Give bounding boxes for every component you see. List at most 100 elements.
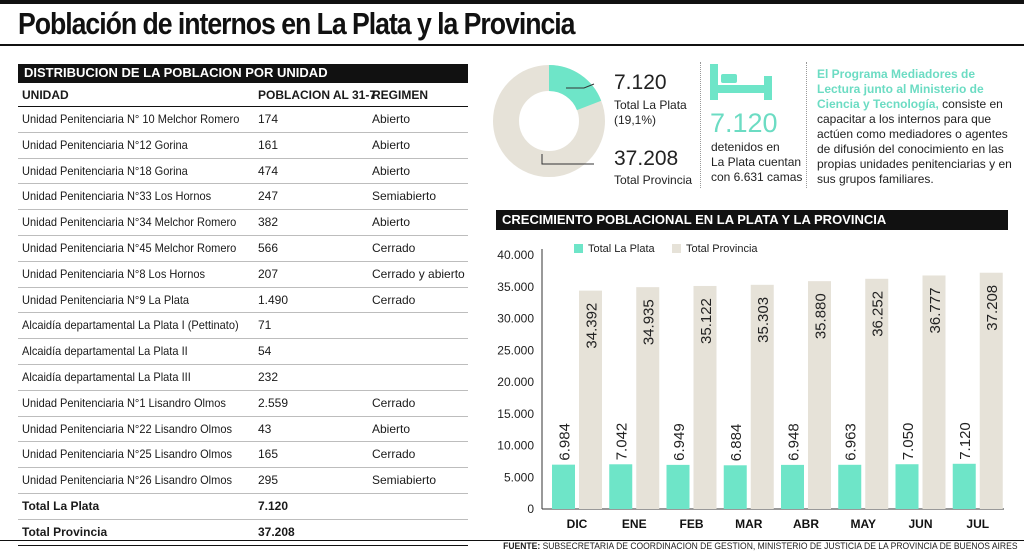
x-tick-label: MAY <box>850 517 876 531</box>
table-row: Unidad Penitenciaria N°1 Lisandro Olmos 2… <box>18 391 468 417</box>
y-tick-label: 15.000 <box>497 407 534 421</box>
cell-poblacion: 474 <box>258 163 279 178</box>
cell-unidad: Unidad Penitenciaria N°45 Melchor Romero <box>22 240 237 255</box>
top-rule <box>0 0 1024 4</box>
data-label-provincia: 36.252 <box>870 291 887 337</box>
data-label-provincia: 35.122 <box>698 298 715 344</box>
table-row: Unidad Penitenciaria N°22 Lisandro Olmos… <box>18 417 468 443</box>
y-tick-label: 20.000 <box>497 375 534 389</box>
y-tick-label: 30.000 <box>497 312 534 326</box>
y-tick-label: 5.000 <box>504 470 534 484</box>
table-row: Unidad Penitenciaria N°12 Gorina 161 Abier… <box>18 133 468 159</box>
data-label-provincia: 35.303 <box>755 297 772 343</box>
bar-la-plata <box>838 464 862 509</box>
bar-provincia <box>979 272 1003 509</box>
x-tick-label: ABR <box>793 517 819 531</box>
cell-poblacion: 232 <box>258 369 279 384</box>
source-label: FUENTE: <box>503 541 541 552</box>
bar-provincia <box>693 285 717 509</box>
cell-poblacion: 295 <box>258 473 279 488</box>
table-total-row: Total La Plata 7.120 <box>18 494 468 520</box>
x-tick-label: JUL <box>966 517 989 531</box>
donut-chart <box>493 65 605 177</box>
bar-provincia <box>636 287 660 509</box>
beds-value: 7.120 <box>710 108 778 138</box>
x-tick-label: MAR <box>735 517 763 531</box>
cell-poblacion: 1.490 <box>258 292 289 307</box>
table-row: Alcaidía departamental La Plata III 232 <box>18 365 468 391</box>
cell-regimen: Abierto <box>372 163 411 178</box>
data-label-la-plata: 6.984 <box>557 423 574 461</box>
source-text: SUBSECRETARIA DE COORDINACION DE GESTION… <box>540 541 1018 552</box>
cell-poblacion: 54 <box>258 344 272 359</box>
bar-la-plata <box>952 463 976 509</box>
y-tick-label: 0 <box>527 502 534 516</box>
cell-unidad: Unidad Penitenciaria N° 10 Melchor Romer… <box>22 112 240 126</box>
data-label-la-plata: 6.948 <box>786 423 803 461</box>
cell-unidad: Unidad Penitenciaria N°12 Gorina <box>22 137 188 152</box>
cell-unidad: Unidad Penitenciaria N°1 Lisandro Olmos <box>22 395 226 410</box>
cell-poblacion: 165 <box>258 447 279 462</box>
legend-label-provincia: Total Provincia <box>686 243 758 255</box>
cell-unidad: Unidad Penitenciaria N°18 Gorina <box>22 163 188 178</box>
data-label-provincia: 34.392 <box>584 303 601 349</box>
cell-regimen: Cerrado <box>372 240 416 255</box>
distribution-table: UNIDAD POBLACION AL 31-7 REGIMEN Unidad … <box>18 84 468 546</box>
data-label-provincia: 34.935 <box>641 299 658 345</box>
data-label-la-plata: 6.963 <box>843 423 860 461</box>
cell-poblacion: 2.559 <box>258 395 289 410</box>
total-value: 37.208 <box>258 524 295 539</box>
cell-regimen: Abierto <box>372 137 411 152</box>
program-body: consiste en capacitar a los internos par… <box>817 97 1012 186</box>
bar-provincia <box>750 284 774 509</box>
chart-title: CRECIMIENTO POBLACIONAL EN LA PLATA Y LA… <box>496 210 1008 230</box>
table-row: Alcaidía departamental La Plata II 54 <box>18 339 468 365</box>
donut-la-plata-label: Total La Plata <box>614 98 687 112</box>
cell-regimen: Semiabierto <box>372 189 437 204</box>
bar-la-plata <box>895 464 919 509</box>
legend-swatch-la-plata <box>574 244 583 253</box>
data-label-provincia: 35.880 <box>813 293 830 339</box>
data-label-la-plata: 6.884 <box>728 424 745 462</box>
cell-unidad: Unidad Penitenciaria N°25 Lisandro Olmos <box>22 447 233 462</box>
table-row: Unidad Penitenciaria N°8 Los Hornos 207 Ce… <box>18 262 468 288</box>
cell-unidad: Unidad Penitenciaria N°34 Melchor Romero <box>22 215 237 230</box>
cell-regimen: Semiabierto <box>372 473 437 488</box>
cell-unidad: Unidad Penitenciaria N°22 Lisandro Olmos <box>22 421 233 436</box>
table-row: Unidad Penitenciaria N°9 La Plata 1.490 Ce… <box>18 288 468 314</box>
total-label: Total La Plata <box>22 498 100 513</box>
table-row: Unidad Penitenciaria N°34 Melchor Romero… <box>18 210 468 236</box>
table-row: Alcaidía departamental La Plata I (Petti… <box>18 313 468 340</box>
x-tick-label: JUN <box>908 517 932 531</box>
bar-provincia <box>865 278 889 509</box>
title-rule <box>0 44 1024 46</box>
cell-regimen: Abierto <box>372 112 411 126</box>
table-row: Unidad Penitenciaria N°33 Los Hornos 247 S… <box>18 184 468 211</box>
cell-unidad: Unidad Penitenciaria N°33 Los Hornos <box>22 189 212 204</box>
bar-la-plata <box>666 464 690 509</box>
source-note: FUENTE: SUBSECRETARIA DE COORDINACION DE… <box>504 541 1018 553</box>
program-highlight: El Programa Mediadores de Lectura junto … <box>817 67 984 111</box>
cell-regimen: Cerrado <box>372 292 416 307</box>
donut-provincia-label: Total Provincia <box>614 173 693 187</box>
data-label-provincia: 37.208 <box>984 285 1001 331</box>
program-description: El Programa Mediadores de Lectura junto … <box>817 67 1017 187</box>
cell-unidad: Alcaidía departamental La Plata I (Petti… <box>22 318 239 333</box>
cell-regimen: Abierto <box>372 215 411 230</box>
column-header-regimen: REGIMEN <box>372 88 429 102</box>
cell-regimen: Cerrado <box>372 447 416 462</box>
table-heading: DISTRIBUCION DE LA POBLACION POR UNIDAD <box>18 64 468 83</box>
cell-regimen: Cerrado y abierto <box>372 266 465 281</box>
legend-swatch-provincia <box>672 244 681 253</box>
cell-unidad: Unidad Penitenciaria N°8 Los Hornos <box>22 266 206 281</box>
table-row: Unidad Penitenciaria N° 10 Melchor Romer… <box>18 107 468 133</box>
cell-poblacion: 382 <box>258 215 279 230</box>
cell-poblacion: 71 <box>258 318 272 333</box>
beds-line-3: con 6.631 camas <box>711 170 803 184</box>
legend-label-la-plata: Total La Plata <box>588 243 656 255</box>
cell-unidad: Alcaidía departamental La Plata III <box>22 369 191 384</box>
total-value: 7.120 <box>258 498 289 513</box>
cell-poblacion: 247 <box>258 189 279 204</box>
y-tick-label: 10.000 <box>497 439 534 453</box>
x-tick-label: DIC <box>567 517 588 531</box>
